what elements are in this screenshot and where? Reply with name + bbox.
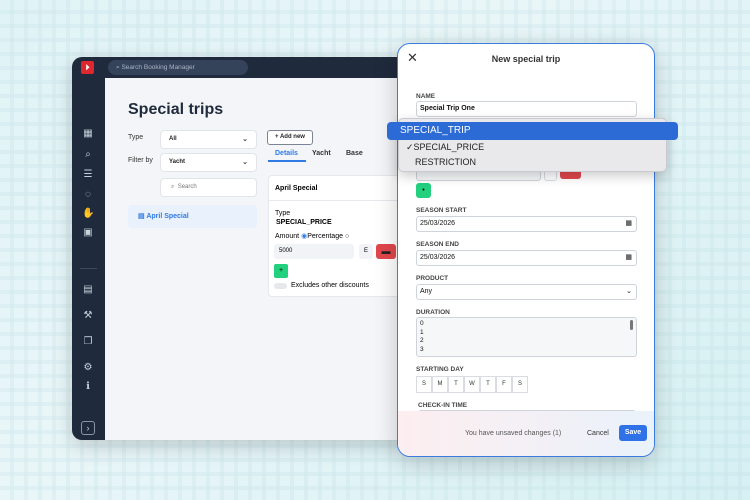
tab-base[interactable]: Base xyxy=(346,150,363,157)
modal-footer: You have unsaved changes (1) Cancel Save xyxy=(398,411,654,456)
add-new-button[interactable]: + Add new xyxy=(267,130,313,145)
unsaved-changes-text: You have unsaved changes (1) xyxy=(465,430,562,437)
tab-yacht[interactable]: Yacht xyxy=(312,150,331,157)
list-icon[interactable]: ☰ xyxy=(83,169,93,180)
day-button[interactable]: S xyxy=(512,376,528,393)
card-title: April Special xyxy=(275,185,318,192)
season-start-input[interactable]: 25/03/2026 ▦ xyxy=(416,216,637,232)
documents-icon[interactable]: ❐ xyxy=(83,336,93,347)
product-label: PRODUCT xyxy=(416,275,449,282)
amount-label: Amount xyxy=(275,233,300,240)
search-icon[interactable]: ⌕ xyxy=(85,149,91,160)
remove-button[interactable]: ▬ xyxy=(376,244,396,259)
close-icon[interactable]: ✕ xyxy=(407,50,418,65)
filter-by-select[interactable]: Yacht ⌄ xyxy=(160,153,257,172)
dropdown-option-special-trip[interactable]: SPECIAL_TRIP xyxy=(387,122,678,140)
option-label: SPECIAL_PRICE xyxy=(413,142,485,152)
starting-day-label: STARTING DAY xyxy=(416,366,464,373)
card-divider xyxy=(269,200,412,201)
dropdown-option-restriction[interactable]: RESTRICTION xyxy=(415,157,477,167)
checkin-time-label: CHECK-IN TIME xyxy=(418,402,468,409)
calendar-icon[interactable]: ▦ xyxy=(625,220,632,227)
starting-day-picker: S M T W T F S xyxy=(416,376,528,393)
calendar-icon[interactable]: ▦ xyxy=(625,254,632,261)
active-tab-indicator xyxy=(268,160,306,162)
top-bar: ⏵ ⌕ Search Booking Manager xyxy=(72,57,412,78)
name-label: NAME xyxy=(416,93,436,100)
season-end-label: SEASON END xyxy=(416,241,459,248)
product-select[interactable]: Any ⌄ xyxy=(416,284,637,300)
type-value: SPECIAL_PRICE xyxy=(276,219,332,226)
page-title: Special trips xyxy=(128,101,224,118)
handshake-icon[interactable]: ✋ xyxy=(82,208,95,219)
scrollbar[interactable] xyxy=(630,320,633,330)
sidebar: ▦ ⌕ ☰ ◌ ✋ ▣ ▤ ⚒ ❐ ⚙ ℹ › xyxy=(72,78,105,440)
amount-radio[interactable]: ◉ xyxy=(301,233,308,240)
global-search[interactable]: ⌕ Search Booking Manager xyxy=(108,60,248,75)
chevron-down-icon: ⌄ xyxy=(242,136,248,143)
cancel-button[interactable]: Cancel xyxy=(587,430,609,437)
wrench-icon[interactable]: ⚒ xyxy=(83,310,93,321)
day-button[interactable]: T xyxy=(480,376,496,393)
day-button[interactable]: W xyxy=(464,376,480,393)
expand-sidebar-button[interactable]: › xyxy=(81,421,95,435)
duration-listbox[interactable]: 0 1 2 3 xyxy=(416,317,637,357)
save-button[interactable]: Save xyxy=(619,425,647,441)
dropdown-option-special-price[interactable]: ✓SPECIAL_PRICE xyxy=(406,142,484,153)
add-button[interactable]: + xyxy=(274,264,288,278)
calendar-icon[interactable]: ▦ xyxy=(83,128,93,139)
amount-input[interactable]: 5000 xyxy=(274,244,354,259)
duration-option[interactable]: 3 xyxy=(420,345,424,353)
day-button[interactable]: T xyxy=(448,376,464,393)
currency-label: E xyxy=(359,244,373,259)
excludes-toggle[interactable] xyxy=(274,283,287,289)
day-button[interactable]: S xyxy=(416,376,432,393)
season-end-input[interactable]: 25/03/2026 ▦ xyxy=(416,250,637,266)
season-start-label: SEASON START xyxy=(416,207,467,214)
list-item-label: April Special xyxy=(146,213,189,220)
product-value: Any xyxy=(420,288,433,295)
duration-label: DURATION xyxy=(416,309,450,316)
type-value: All xyxy=(169,136,177,142)
list-search-placeholder: Search xyxy=(177,184,197,190)
type-label: Type xyxy=(128,134,144,141)
details-card: April Special Type SPECIAL_PRICE Amount … xyxy=(268,175,412,297)
tab-details[interactable]: Details xyxy=(275,150,298,157)
check-icon: ✓ xyxy=(406,142,414,152)
chevron-down-icon: ⌄ xyxy=(626,288,632,295)
info-icon[interactable]: ℹ xyxy=(86,381,90,392)
excludes-label: Excludes other discounts xyxy=(291,282,369,289)
season-end-value: 25/03/2026 xyxy=(420,254,456,261)
name-input[interactable]: Special Trip One xyxy=(416,101,637,117)
filter-by-value: Yacht xyxy=(169,159,186,165)
list-search-input[interactable]: ⌕ Search xyxy=(160,178,257,197)
duration-option[interactable]: 2 xyxy=(420,337,424,344)
gear-icon[interactable]: ⚙ xyxy=(83,362,93,373)
season-start-value: 25/03/2026 xyxy=(420,220,456,227)
booking-manager-window: ⏵ ⌕ Search Booking Manager ▦ ⌕ ☰ ◌ ✋ ▣ ▤… xyxy=(72,57,412,440)
chevron-down-icon: ⌄ xyxy=(242,159,248,166)
global-search-placeholder: Search Booking Manager xyxy=(121,64,195,71)
duration-option[interactable]: 0 xyxy=(420,320,424,327)
new-special-trip-modal: ✕ New special trip NAME Special Trip One… xyxy=(397,43,655,457)
modal-title: New special trip xyxy=(491,54,561,64)
percentage-radio[interactable]: ○ xyxy=(344,233,350,240)
list-item[interactable]: ▤ April Special xyxy=(128,205,257,228)
chat-icon[interactable]: ◌ xyxy=(85,189,91,200)
add-button[interactable]: • xyxy=(416,183,431,198)
type-label: Type xyxy=(275,210,291,217)
sidebar-divider xyxy=(80,268,97,269)
filter-by-label: Filter by xyxy=(128,157,153,164)
percentage-label: Percentage xyxy=(307,233,343,240)
duration-option[interactable]: 1 xyxy=(420,328,424,336)
contact-icon[interactable]: ▣ xyxy=(83,227,93,238)
logo: ⏵ xyxy=(81,61,94,74)
amount-radio-row: Amount ◉Percentage ○ xyxy=(275,232,349,240)
day-button[interactable]: M xyxy=(432,376,448,393)
day-button[interactable]: F xyxy=(496,376,512,393)
briefcase-icon[interactable]: ▤ xyxy=(83,284,93,295)
type-select[interactable]: All ⌄ xyxy=(160,130,257,149)
